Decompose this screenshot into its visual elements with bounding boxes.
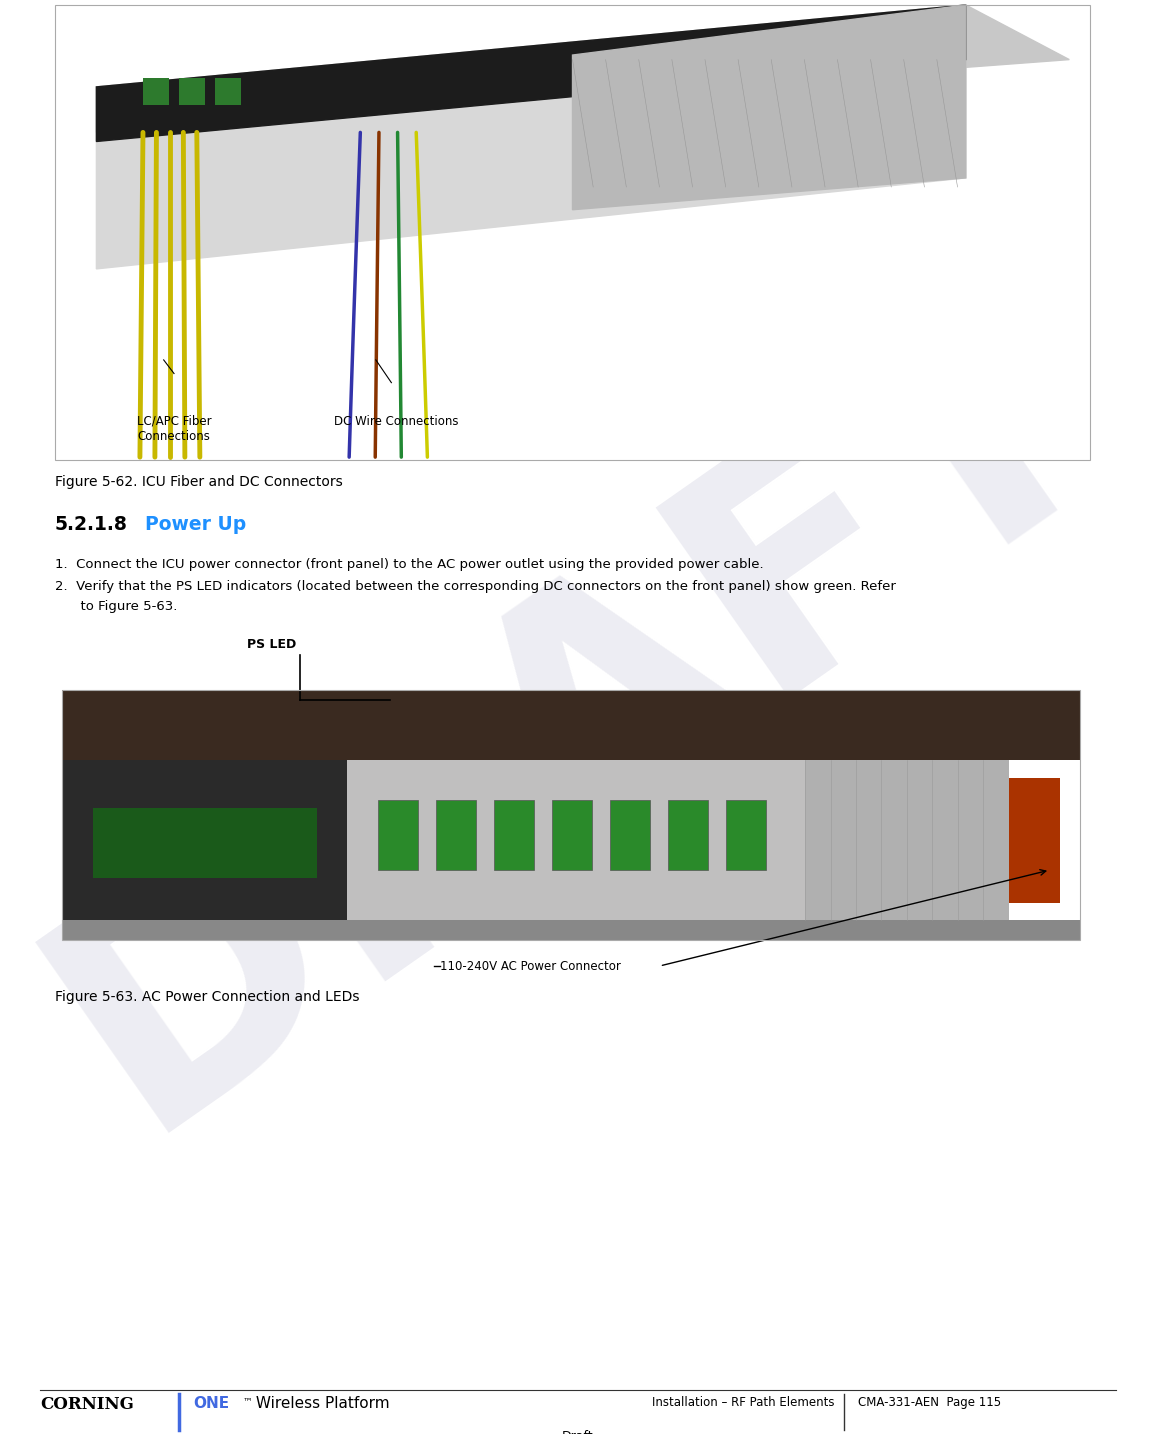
- Polygon shape: [96, 4, 1069, 132]
- FancyBboxPatch shape: [179, 77, 205, 105]
- Text: Installation – RF Path Elements: Installation – RF Path Elements: [652, 1395, 835, 1408]
- FancyBboxPatch shape: [668, 800, 709, 870]
- Text: 1       8: 1 8: [127, 42, 160, 50]
- FancyBboxPatch shape: [1009, 777, 1060, 902]
- FancyBboxPatch shape: [62, 921, 1080, 941]
- Text: CMA-331-AEN  Page 115: CMA-331-AEN Page 115: [858, 1395, 1001, 1408]
- FancyBboxPatch shape: [551, 800, 592, 870]
- FancyBboxPatch shape: [62, 690, 1080, 941]
- FancyBboxPatch shape: [805, 760, 1009, 921]
- Text: CORNING: CORNING: [40, 1395, 134, 1412]
- FancyBboxPatch shape: [726, 800, 766, 870]
- FancyBboxPatch shape: [62, 690, 1080, 760]
- Text: LC/APC Fiber
Connections: LC/APC Fiber Connections: [136, 414, 212, 443]
- Polygon shape: [96, 4, 965, 270]
- Text: Power Up: Power Up: [146, 515, 246, 533]
- Text: ONE: ONE: [193, 1395, 229, 1411]
- FancyBboxPatch shape: [609, 800, 651, 870]
- Text: 5.2.1.8: 5.2.1.8: [55, 515, 128, 533]
- FancyBboxPatch shape: [347, 760, 1009, 921]
- Text: to Figure 5-63.: to Figure 5-63.: [55, 599, 177, 612]
- Text: ™: ™: [243, 1395, 252, 1405]
- FancyBboxPatch shape: [436, 800, 476, 870]
- FancyBboxPatch shape: [92, 807, 317, 878]
- Text: 1  2  3  4  5  6  7  8: 1 2 3 4 5 6 7 8: [386, 23, 458, 32]
- Text: DC Wire Connections: DC Wire Connections: [334, 414, 459, 427]
- Text: DRAFT: DRAFT: [0, 248, 1156, 1186]
- FancyBboxPatch shape: [55, 4, 1090, 460]
- Polygon shape: [572, 4, 965, 209]
- Text: Wireless Platform: Wireless Platform: [251, 1395, 390, 1411]
- Text: PS LED: PS LED: [247, 638, 296, 651]
- FancyBboxPatch shape: [143, 77, 169, 105]
- Text: Draft: Draft: [562, 1430, 594, 1434]
- Text: Figure 5-63. AC Power Connection and LEDs: Figure 5-63. AC Power Connection and LED…: [55, 989, 360, 1004]
- Text: Figure 5-62. ICU Fiber and DC Connectors: Figure 5-62. ICU Fiber and DC Connectors: [55, 475, 342, 489]
- Text: 1.  Connect the ICU power connector (front panel) to the AC power outlet using t: 1. Connect the ICU power connector (fron…: [55, 558, 764, 571]
- FancyBboxPatch shape: [494, 800, 534, 870]
- FancyBboxPatch shape: [62, 760, 347, 921]
- Text: 110-240V AC Power Connector: 110-240V AC Power Connector: [440, 959, 621, 974]
- FancyBboxPatch shape: [378, 800, 418, 870]
- Text: 2.  Verify that the PS LED indicators (located between the corresponding DC conn: 2. Verify that the PS LED indicators (lo…: [55, 579, 896, 594]
- Polygon shape: [96, 4, 965, 142]
- FancyBboxPatch shape: [215, 77, 242, 105]
